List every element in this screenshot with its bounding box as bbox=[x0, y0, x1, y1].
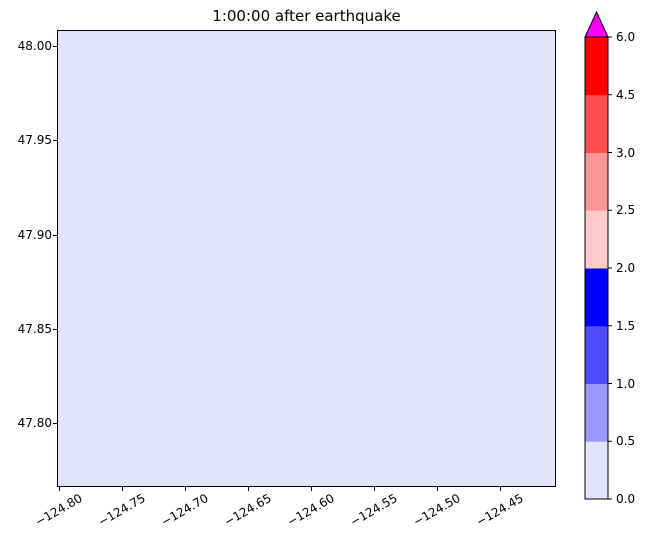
x-tick-label: −124.45 bbox=[473, 490, 526, 530]
x-tick-mark bbox=[122, 487, 123, 491]
colorbar-tick-label: 4.5 bbox=[616, 87, 636, 102]
y-tick-mark bbox=[53, 140, 57, 142]
colorbar-tick-label: 6.0 bbox=[616, 30, 636, 44]
colorbar-segment bbox=[585, 152, 608, 211]
colorbar-tick-label: 3.0 bbox=[616, 145, 636, 160]
colorbar-tick-label: 0.5 bbox=[616, 434, 636, 449]
x-tick-mark bbox=[437, 487, 438, 491]
colorbar-tick-label: 1.5 bbox=[616, 318, 636, 333]
colorbar-segment bbox=[585, 441, 608, 500]
y-tick-mark bbox=[53, 423, 57, 424]
colorbar-segment bbox=[585, 383, 608, 442]
x-tick-mark bbox=[500, 487, 501, 491]
plot-area bbox=[57, 30, 556, 487]
y-tick-label: 47.95 bbox=[17, 133, 52, 148]
colorbar-segment bbox=[585, 94, 608, 153]
y-tick-mark bbox=[53, 46, 57, 47]
colorbar-tick-label: 1.0 bbox=[616, 376, 636, 391]
colorbar-svg bbox=[584, 10, 612, 500]
colorbar-tick-label: 2.0 bbox=[616, 261, 636, 275]
x-tick-mark bbox=[59, 487, 60, 491]
colorbar-segment bbox=[585, 37, 608, 96]
x-tick-mark bbox=[311, 487, 312, 491]
y-tick-label: 47.80 bbox=[17, 416, 52, 430]
colorbar-over-arrow bbox=[584, 10, 609, 38]
y-tick-label: 47.85 bbox=[17, 321, 52, 336]
colorbar-segment bbox=[585, 210, 608, 269]
colorbar: 6.0 4.5 3.0 2.5 2.0 1.5 1.0 0.5 0.0 bbox=[584, 10, 635, 506]
colorbar-segment bbox=[585, 268, 608, 327]
y-tick-mark bbox=[53, 234, 57, 236]
colorbar-segment bbox=[585, 325, 608, 384]
x-tick-mark bbox=[374, 487, 375, 491]
y-tick-mark bbox=[53, 328, 57, 330]
y-tick-label: 48.00 bbox=[17, 39, 52, 53]
colorbar-tick-label: 0.0 bbox=[616, 492, 636, 506]
x-tick-mark bbox=[185, 487, 186, 491]
y-tick-label: 47.90 bbox=[17, 227, 52, 242]
colorbar-tick-label: 2.5 bbox=[616, 203, 636, 218]
chart-title: 1:00:00 after earthquake bbox=[212, 7, 401, 25]
x-tick-mark bbox=[248, 487, 249, 491]
